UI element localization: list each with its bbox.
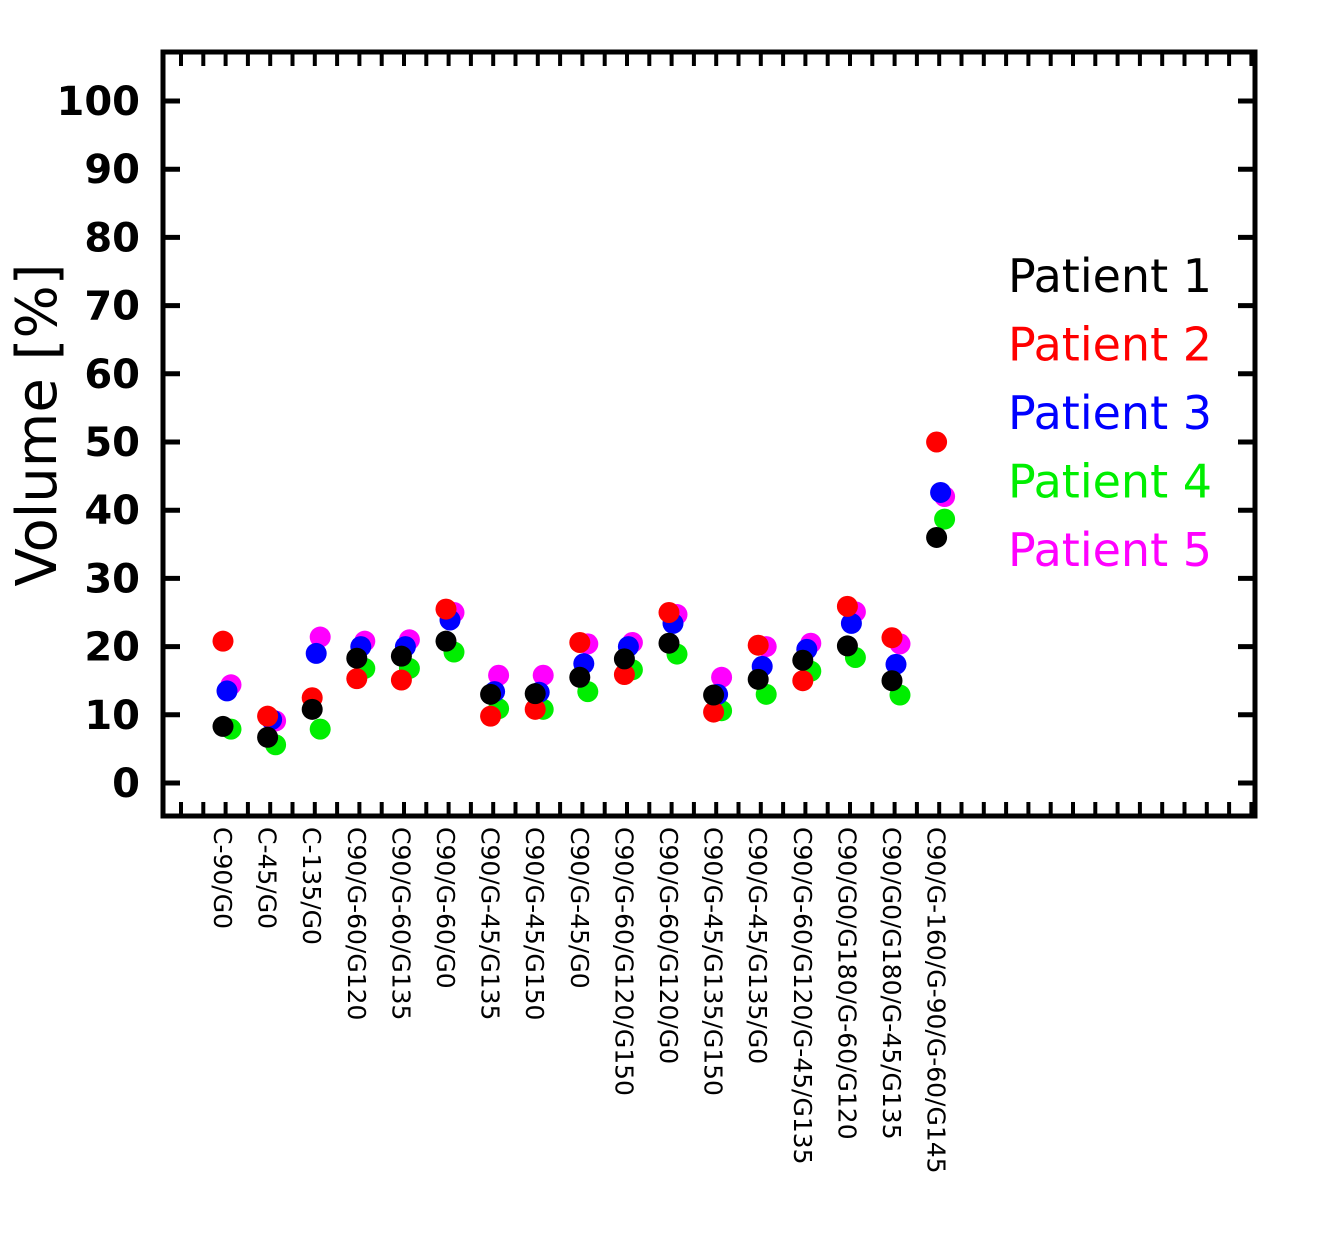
data-point-patient-1 bbox=[435, 630, 457, 652]
x-category-label: C90/G-45/G150 bbox=[520, 827, 549, 1020]
data-points bbox=[212, 431, 956, 756]
data-point-patient-2 bbox=[524, 698, 546, 720]
data-point-patient-1 bbox=[792, 649, 814, 671]
data-point-patient-2 bbox=[257, 705, 279, 727]
y-tick-label: 100 bbox=[57, 79, 141, 125]
x-category-label: C90/G-60/G120/G-45/G135 bbox=[788, 827, 817, 1165]
data-point-patient-2 bbox=[926, 431, 948, 453]
data-point-patient-1 bbox=[569, 666, 591, 688]
legend-item-patient-3: Patient 3 bbox=[1008, 386, 1212, 440]
data-point-patient-1 bbox=[212, 715, 234, 737]
data-point-patient-4 bbox=[934, 508, 956, 530]
x-category-label: C-45/G0 bbox=[253, 827, 282, 929]
data-point-patient-2 bbox=[613, 664, 635, 686]
x-category-label: C-135/G0 bbox=[297, 827, 326, 945]
x-category-label: C90/G-60/G120/G0 bbox=[654, 827, 683, 1064]
data-point-patient-1 bbox=[301, 698, 323, 720]
data-point-patient-1 bbox=[926, 526, 948, 548]
data-point-patient-2 bbox=[881, 627, 903, 649]
data-point-patient-5 bbox=[711, 666, 733, 688]
data-point-patient-2 bbox=[747, 634, 769, 656]
plot-frame bbox=[160, 49, 1258, 819]
y-tick-label: 40 bbox=[84, 488, 140, 534]
x-category-labels: C-90/G0 C-45/G0 C-135/G0 C90/G-60/G120 C90/G… bbox=[208, 827, 951, 1174]
y-tick-label: 30 bbox=[84, 556, 140, 602]
x-category-label: C90/G-60/G120 bbox=[342, 827, 371, 1020]
x-category-label: C90/G-60/G120/G150 bbox=[609, 827, 638, 1096]
data-point-patient-1 bbox=[346, 647, 368, 669]
data-point-patient-2 bbox=[390, 669, 412, 691]
y-tick-label: 90 bbox=[84, 147, 140, 193]
x-category-label: C90/G0/G180/G-60/G120 bbox=[832, 827, 861, 1140]
data-point-patient-2 bbox=[435, 598, 457, 620]
y-tick-labels: 0 10 20 30 40 50 60 70 80 90 100 bbox=[57, 79, 141, 807]
y-axis-label: Volume [%] bbox=[5, 264, 70, 587]
data-point-patient-1 bbox=[836, 635, 858, 657]
legend: Patient 1 Patient 2 Patient 3 Patient 4 Pati… bbox=[1008, 249, 1212, 577]
legend-item-patient-4: Patient 4 bbox=[1008, 455, 1212, 509]
data-point-patient-5 bbox=[309, 626, 331, 648]
data-point-patient-3 bbox=[305, 642, 327, 664]
data-point-patient-2 bbox=[346, 668, 368, 690]
data-point-patient-1 bbox=[747, 668, 769, 690]
data-point-patient-1 bbox=[613, 648, 635, 670]
x-category-label: C90/G0/G180/G-45/G135 bbox=[877, 827, 906, 1140]
legend-item-patient-2: Patient 2 bbox=[1008, 318, 1212, 372]
data-point-patient-2 bbox=[212, 630, 234, 652]
data-point-patient-1 bbox=[703, 684, 725, 706]
data-point-patient-2 bbox=[792, 670, 814, 692]
x-category-label: C-90/G0 bbox=[208, 827, 237, 929]
data-point-patient-4 bbox=[309, 718, 331, 740]
x-category-label: C90/G-60/G0 bbox=[431, 827, 460, 989]
data-point-patient-2 bbox=[836, 595, 858, 617]
legend-item-patient-5: Patient 5 bbox=[1008, 523, 1212, 577]
data-point-patient-1 bbox=[881, 670, 903, 692]
data-point-patient-5 bbox=[532, 664, 554, 686]
data-point-patient-1 bbox=[524, 683, 546, 705]
y-tick-label: 80 bbox=[84, 215, 140, 261]
x-category-label: C90/G-45/G135/G0 bbox=[743, 827, 772, 1064]
data-point-patient-2 bbox=[703, 701, 725, 723]
x-category-label: C90/G-60/G135 bbox=[386, 827, 415, 1020]
data-point-patient-3 bbox=[840, 612, 862, 634]
y-tick-label: 10 bbox=[84, 693, 140, 739]
data-point-patient-5 bbox=[488, 664, 510, 686]
y-tick-label: 50 bbox=[84, 420, 140, 466]
data-point-patient-2 bbox=[569, 632, 591, 654]
data-point-patient-2 bbox=[658, 602, 680, 623]
y-tick-label: 70 bbox=[84, 284, 140, 330]
data-point-patient-1 bbox=[480, 683, 502, 705]
x-category-label: C90/G-160/G-90/G-60/G145 bbox=[922, 827, 951, 1174]
data-point-patient-3 bbox=[216, 680, 238, 702]
data-point-patient-3 bbox=[885, 653, 907, 675]
x-category-label: C90/G-45/G135 bbox=[476, 827, 505, 1020]
x-category-label: C90/G-45/G0 bbox=[565, 827, 594, 989]
y-tick-label: 0 bbox=[112, 761, 140, 807]
legend-item-patient-1: Patient 1 bbox=[1008, 249, 1212, 303]
data-point-patient-1 bbox=[257, 726, 279, 748]
y-tick-label: 60 bbox=[84, 352, 140, 398]
y-tick-label: 20 bbox=[84, 625, 140, 671]
data-point-patient-3 bbox=[930, 481, 952, 503]
data-point-patient-2 bbox=[480, 705, 502, 727]
data-point-patient-1 bbox=[390, 645, 412, 667]
x-category-label: C90/G-45/G135/G150 bbox=[699, 827, 728, 1096]
data-point-patient-1 bbox=[658, 632, 680, 654]
